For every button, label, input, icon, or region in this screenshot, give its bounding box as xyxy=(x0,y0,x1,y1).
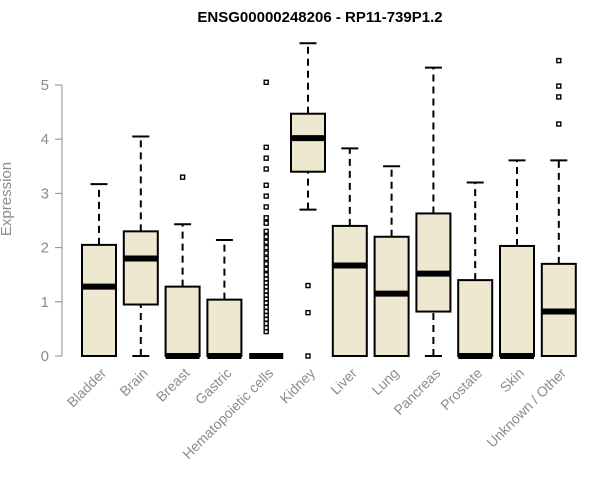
outlier-point xyxy=(263,244,269,251)
x-tick-label: Unknown / Other xyxy=(483,365,569,451)
outlier-point xyxy=(556,94,562,100)
outlier-point xyxy=(263,320,269,327)
chart-title: ENSG00000248206 - RP11-739P1.2 xyxy=(197,9,442,26)
box-group-unknown-other xyxy=(540,57,577,357)
x-tick-label: Lung xyxy=(368,365,401,398)
y-axis-label: Expression xyxy=(0,162,15,236)
outlier-point xyxy=(263,215,269,221)
outlier-point xyxy=(263,266,269,272)
y-tick-label: 3 xyxy=(41,185,49,202)
y-tick-label: 2 xyxy=(41,240,49,257)
outlier-point xyxy=(556,57,562,64)
y-tick-label: 1 xyxy=(41,294,49,311)
outlier-point xyxy=(556,83,562,89)
outlier-point xyxy=(305,309,311,316)
box xyxy=(122,230,159,306)
box-group-liver xyxy=(331,147,368,357)
outlier-point xyxy=(263,250,269,256)
outlier-point xyxy=(263,255,269,262)
box-group-pancreas xyxy=(415,66,452,357)
x-tick-label: Kidney xyxy=(277,365,319,407)
outlier-point xyxy=(305,353,311,359)
box xyxy=(81,243,117,357)
box-group-bladder xyxy=(81,183,117,357)
outlier-point xyxy=(263,261,269,267)
outlier-point xyxy=(263,166,269,172)
box xyxy=(415,212,452,313)
y-axis: 0 1 2 3 4 5 xyxy=(41,77,63,365)
box xyxy=(290,112,326,173)
y-tick-label: 4 xyxy=(41,131,49,148)
outlier-point xyxy=(263,328,269,335)
box-group-skin xyxy=(499,159,535,359)
box xyxy=(206,298,243,357)
outlier-point xyxy=(305,282,311,289)
outlier-point xyxy=(263,283,269,290)
box xyxy=(457,279,494,357)
x-tick-label: Breast xyxy=(153,365,193,405)
y-tick-label: 5 xyxy=(41,77,49,94)
outlier-point xyxy=(263,155,269,161)
outlier-point xyxy=(263,182,269,188)
outlier-point xyxy=(263,316,269,322)
box-group-hematopoietic-cells xyxy=(249,79,284,359)
outlier-point xyxy=(556,121,562,127)
outlier-point xyxy=(263,288,269,294)
x-tick-label: Prostate xyxy=(437,365,485,413)
x-tick-label: Skin xyxy=(497,365,528,396)
y-tick-label: 0 xyxy=(41,348,49,365)
outlier-point xyxy=(263,79,269,85)
box xyxy=(164,285,201,357)
outlier-point xyxy=(263,220,269,226)
outlier-point xyxy=(263,193,269,199)
box-series xyxy=(81,42,577,359)
outlier-point xyxy=(263,144,269,151)
box xyxy=(499,244,535,357)
outlier-point xyxy=(179,174,186,180)
outlier-point xyxy=(263,304,269,310)
box-group-kidney xyxy=(290,42,326,359)
box-group-brain xyxy=(122,135,159,357)
x-tick-label: Liver xyxy=(327,365,360,398)
box xyxy=(331,224,368,357)
outlier-point xyxy=(263,234,269,240)
outlier-point xyxy=(263,228,269,235)
box-group-prostate xyxy=(457,181,494,359)
outlier-point xyxy=(263,204,269,210)
x-tick-label: Bladder xyxy=(64,365,110,411)
box-group-lung xyxy=(373,165,410,357)
x-tick-label: Brain xyxy=(116,365,150,399)
outlier-point xyxy=(263,272,269,278)
outlier-point xyxy=(263,239,269,245)
outlier-point xyxy=(263,300,269,306)
box-group-gastric xyxy=(206,239,243,359)
box-group-breast xyxy=(164,174,201,359)
